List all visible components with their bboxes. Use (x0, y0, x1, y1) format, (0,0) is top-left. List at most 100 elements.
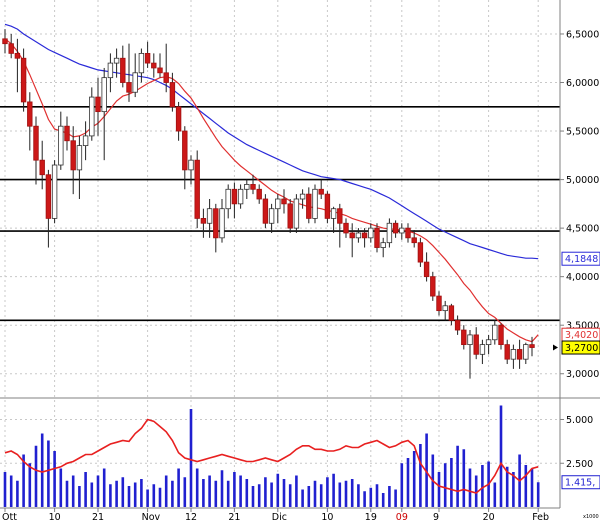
volume-bar (102, 468, 106, 507)
candle-body (262, 198, 269, 224)
candle-body (244, 184, 250, 190)
volume-bar (226, 480, 230, 507)
candle-down (163, 43, 169, 93)
candle-body (436, 295, 442, 312)
candle-body (423, 261, 430, 278)
volume-bar (332, 473, 335, 507)
candle-up (355, 228, 362, 243)
volume-bar (208, 475, 211, 507)
time-axis-ticks: Ott 10 21 Nov 12 21 Dic 10 19 09 9 20 Feb (2, 508, 549, 523)
volume-bar (251, 486, 255, 507)
volume-bar (369, 487, 373, 507)
candle-body (287, 203, 293, 229)
volume-bar (245, 479, 249, 507)
candle-down (64, 116, 70, 151)
volume-bar (350, 479, 354, 507)
candle-body (76, 145, 83, 171)
candle-body (430, 276, 436, 297)
volume-bar (127, 486, 131, 507)
candle-down (324, 191, 331, 224)
volume-bar (388, 486, 391, 507)
candle-down (436, 291, 442, 316)
candle-body (306, 193, 312, 219)
candle-down (430, 271, 436, 301)
candle-up (225, 184, 231, 219)
candle-down (8, 33, 14, 59)
volume-bar (313, 480, 317, 507)
time-tick-label: 09 (396, 512, 408, 522)
candle-down (45, 169, 52, 248)
candle-body (399, 227, 405, 234)
time-tick-label: 20 (483, 512, 495, 522)
candle-down (473, 327, 479, 360)
candle-body (405, 227, 411, 239)
volume-panel: 5.000 2.500 x1000 1.415, (0, 398, 600, 520)
candle-up (206, 199, 213, 238)
volume-bar (121, 477, 125, 507)
volume-bar (270, 482, 273, 507)
volume-bar (301, 489, 304, 507)
volume-bar (319, 484, 323, 507)
candle-down (231, 182, 238, 219)
candle-up (244, 179, 250, 199)
candle-down (262, 194, 269, 229)
volume-tick-label: 5.000 (566, 415, 593, 426)
candle-up (479, 339, 486, 365)
candle-up (510, 344, 517, 369)
time-tick-label: Dic (272, 512, 287, 522)
candle-down (126, 43, 132, 102)
candle-up (399, 223, 405, 240)
candle-down (529, 336, 535, 357)
candle-body (448, 305, 455, 321)
candle-down (213, 203, 219, 253)
volume-bar (512, 472, 515, 507)
candle-body (318, 188, 324, 195)
price-tick-label: 5,0000 (566, 175, 599, 186)
candle-down (27, 92, 33, 151)
volume-bar (381, 493, 385, 507)
current-price-arrow-icon (553, 344, 558, 351)
candle-body (361, 232, 368, 239)
volume-bar (474, 475, 478, 507)
candle-up (523, 342, 529, 365)
candle-body (95, 96, 101, 113)
candle-body (64, 125, 70, 142)
volume-bar (9, 475, 13, 507)
candle-body (523, 344, 529, 360)
candle-body (58, 125, 64, 166)
candle-up (485, 334, 492, 355)
volume-bar (133, 482, 137, 507)
time-tick-label: 21 (92, 512, 104, 522)
current-volume-marker: 1.415, (561, 475, 600, 490)
candle-body (343, 222, 349, 234)
candle-down (157, 53, 163, 78)
candle-down (411, 230, 417, 248)
candle-down (417, 237, 424, 267)
candle-down (374, 223, 380, 253)
volume-bar (90, 482, 94, 507)
time-tick-label: 10 (321, 512, 333, 522)
candle-body (355, 232, 362, 239)
candle-up (293, 194, 300, 233)
candle-down (182, 126, 188, 190)
volume-bar (239, 475, 242, 507)
candle-body (151, 62, 157, 69)
volume-bar (158, 487, 162, 507)
candle-body (479, 344, 486, 355)
candle-down (405, 223, 411, 243)
candle-body (138, 52, 145, 74)
candle-body (33, 125, 39, 161)
candle-down (448, 303, 455, 326)
candle-body (51, 164, 58, 219)
candle-down (33, 116, 39, 185)
candle-down (343, 218, 349, 238)
candle-up (237, 184, 244, 209)
candle-down (516, 339, 523, 369)
candle-body (312, 188, 318, 219)
candle-down (120, 45, 126, 88)
volume-bar (71, 475, 75, 507)
current-price-marker-box (561, 340, 600, 355)
candle-up (101, 67, 107, 161)
